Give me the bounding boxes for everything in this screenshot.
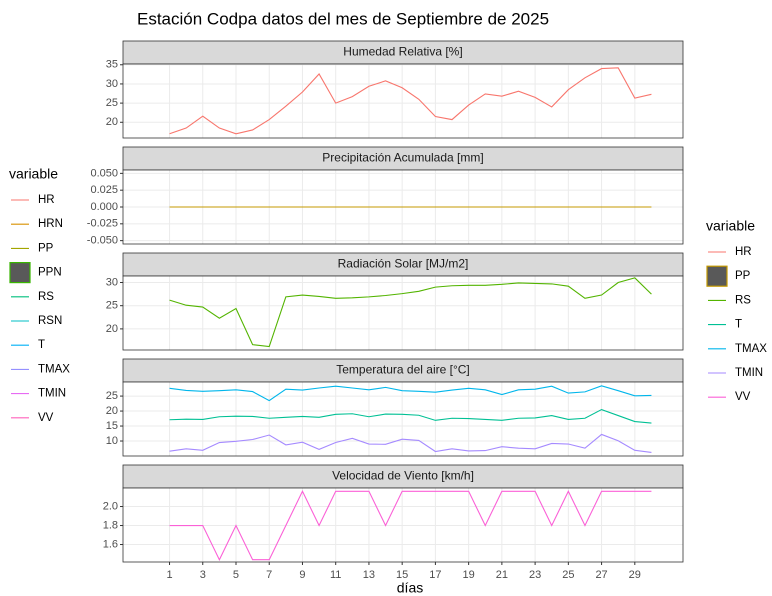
data-line	[169, 385, 652, 402]
panel-border	[122, 169, 684, 245]
data-line	[169, 67, 652, 135]
panel-border	[122, 487, 684, 563]
data-line	[169, 490, 652, 561]
x-tick-label: 7	[266, 569, 272, 581]
legend-key	[9, 262, 31, 284]
x-tick-label: 27	[595, 569, 607, 581]
y-tick-label: 15	[106, 420, 118, 432]
y-tick-label: 30	[106, 78, 118, 90]
y-tick-label: 0.000	[90, 201, 118, 213]
x-tick-label: 17	[429, 569, 441, 581]
x-tick-label: 5	[233, 569, 239, 581]
x-tick-label: 3	[200, 569, 206, 581]
panel-border	[122, 63, 684, 139]
legend-label: HR	[38, 194, 55, 206]
legend-label: VV	[38, 412, 54, 424]
y-tick-label: 1.8	[103, 519, 118, 531]
strip-label: Radiación Solar [MJ/m2]	[338, 257, 469, 271]
strip-label: Temperatura del aire [°C]	[336, 363, 470, 377]
legend-title: variable	[706, 218, 755, 234]
legend-label: T	[38, 339, 45, 351]
chart-title: Estación Codpa datos del mes de Septiemb…	[137, 9, 549, 28]
x-tick-label: 29	[629, 569, 641, 581]
y-tick-label: 25	[106, 300, 118, 312]
x-tick-label: 9	[299, 569, 305, 581]
legend-title: variable	[9, 166, 58, 182]
panel	[123, 488, 683, 562]
y-tick-label: 30	[106, 276, 118, 288]
data-line	[169, 408, 652, 424]
x-tick-label: 19	[463, 569, 475, 581]
legend-label: RS	[735, 294, 751, 306]
strip-label: Humedad Relativa [%]	[343, 45, 462, 59]
data-line	[169, 277, 652, 348]
x-tick-label: 13	[363, 569, 375, 581]
y-tick-label: 0.050	[90, 167, 118, 179]
panel-border	[122, 381, 684, 457]
strip-label: Velocidad de Viento [km/h]	[332, 469, 474, 483]
y-tick-label: 25	[106, 97, 118, 109]
panel	[123, 64, 683, 138]
panel-border	[122, 275, 684, 351]
legend-label: VV	[735, 391, 751, 403]
legend-label: TMAX	[38, 363, 70, 375]
x-tick-label: 11	[330, 569, 341, 581]
panel	[123, 276, 683, 350]
x-tick-label: 23	[529, 569, 541, 581]
strip-label: Precipitación Acumulada [mm]	[322, 151, 483, 165]
x-tick-label: 1	[166, 569, 172, 581]
legend-label: RS	[38, 291, 54, 303]
y-tick-label: 35	[106, 59, 118, 71]
x-tick-label: 25	[562, 569, 574, 581]
legend-key	[706, 265, 728, 287]
legend-label: PPN	[38, 267, 62, 279]
x-axis-label: días	[397, 580, 423, 596]
legend-label: TMIN	[38, 388, 66, 400]
y-tick-label: 20	[106, 116, 118, 128]
legend-label: TMIN	[735, 367, 763, 379]
y-tick-label: 1.6	[103, 538, 118, 550]
y-tick-label: 10	[106, 435, 118, 447]
x-tick-label: 15	[396, 569, 408, 581]
legend-label: HRN	[38, 218, 63, 230]
y-tick-label: -0.050	[87, 235, 118, 247]
y-tick-label: 2.0	[103, 500, 118, 512]
y-tick-label: 20	[106, 323, 118, 335]
legend-label: TMAX	[735, 343, 767, 355]
y-tick-label: 25	[106, 390, 118, 402]
legend-label: HR	[735, 246, 752, 258]
data-line	[169, 433, 652, 453]
y-tick-label: 0.025	[90, 184, 118, 196]
legend-label: PP	[38, 242, 54, 254]
legend-label: T	[735, 319, 742, 331]
x-tick-label: 21	[496, 569, 508, 581]
y-tick-label: -0.025	[87, 218, 118, 230]
y-tick-label: 20	[106, 405, 118, 417]
legend-label: RSN	[38, 315, 62, 327]
legend-label: PP	[735, 270, 751, 282]
